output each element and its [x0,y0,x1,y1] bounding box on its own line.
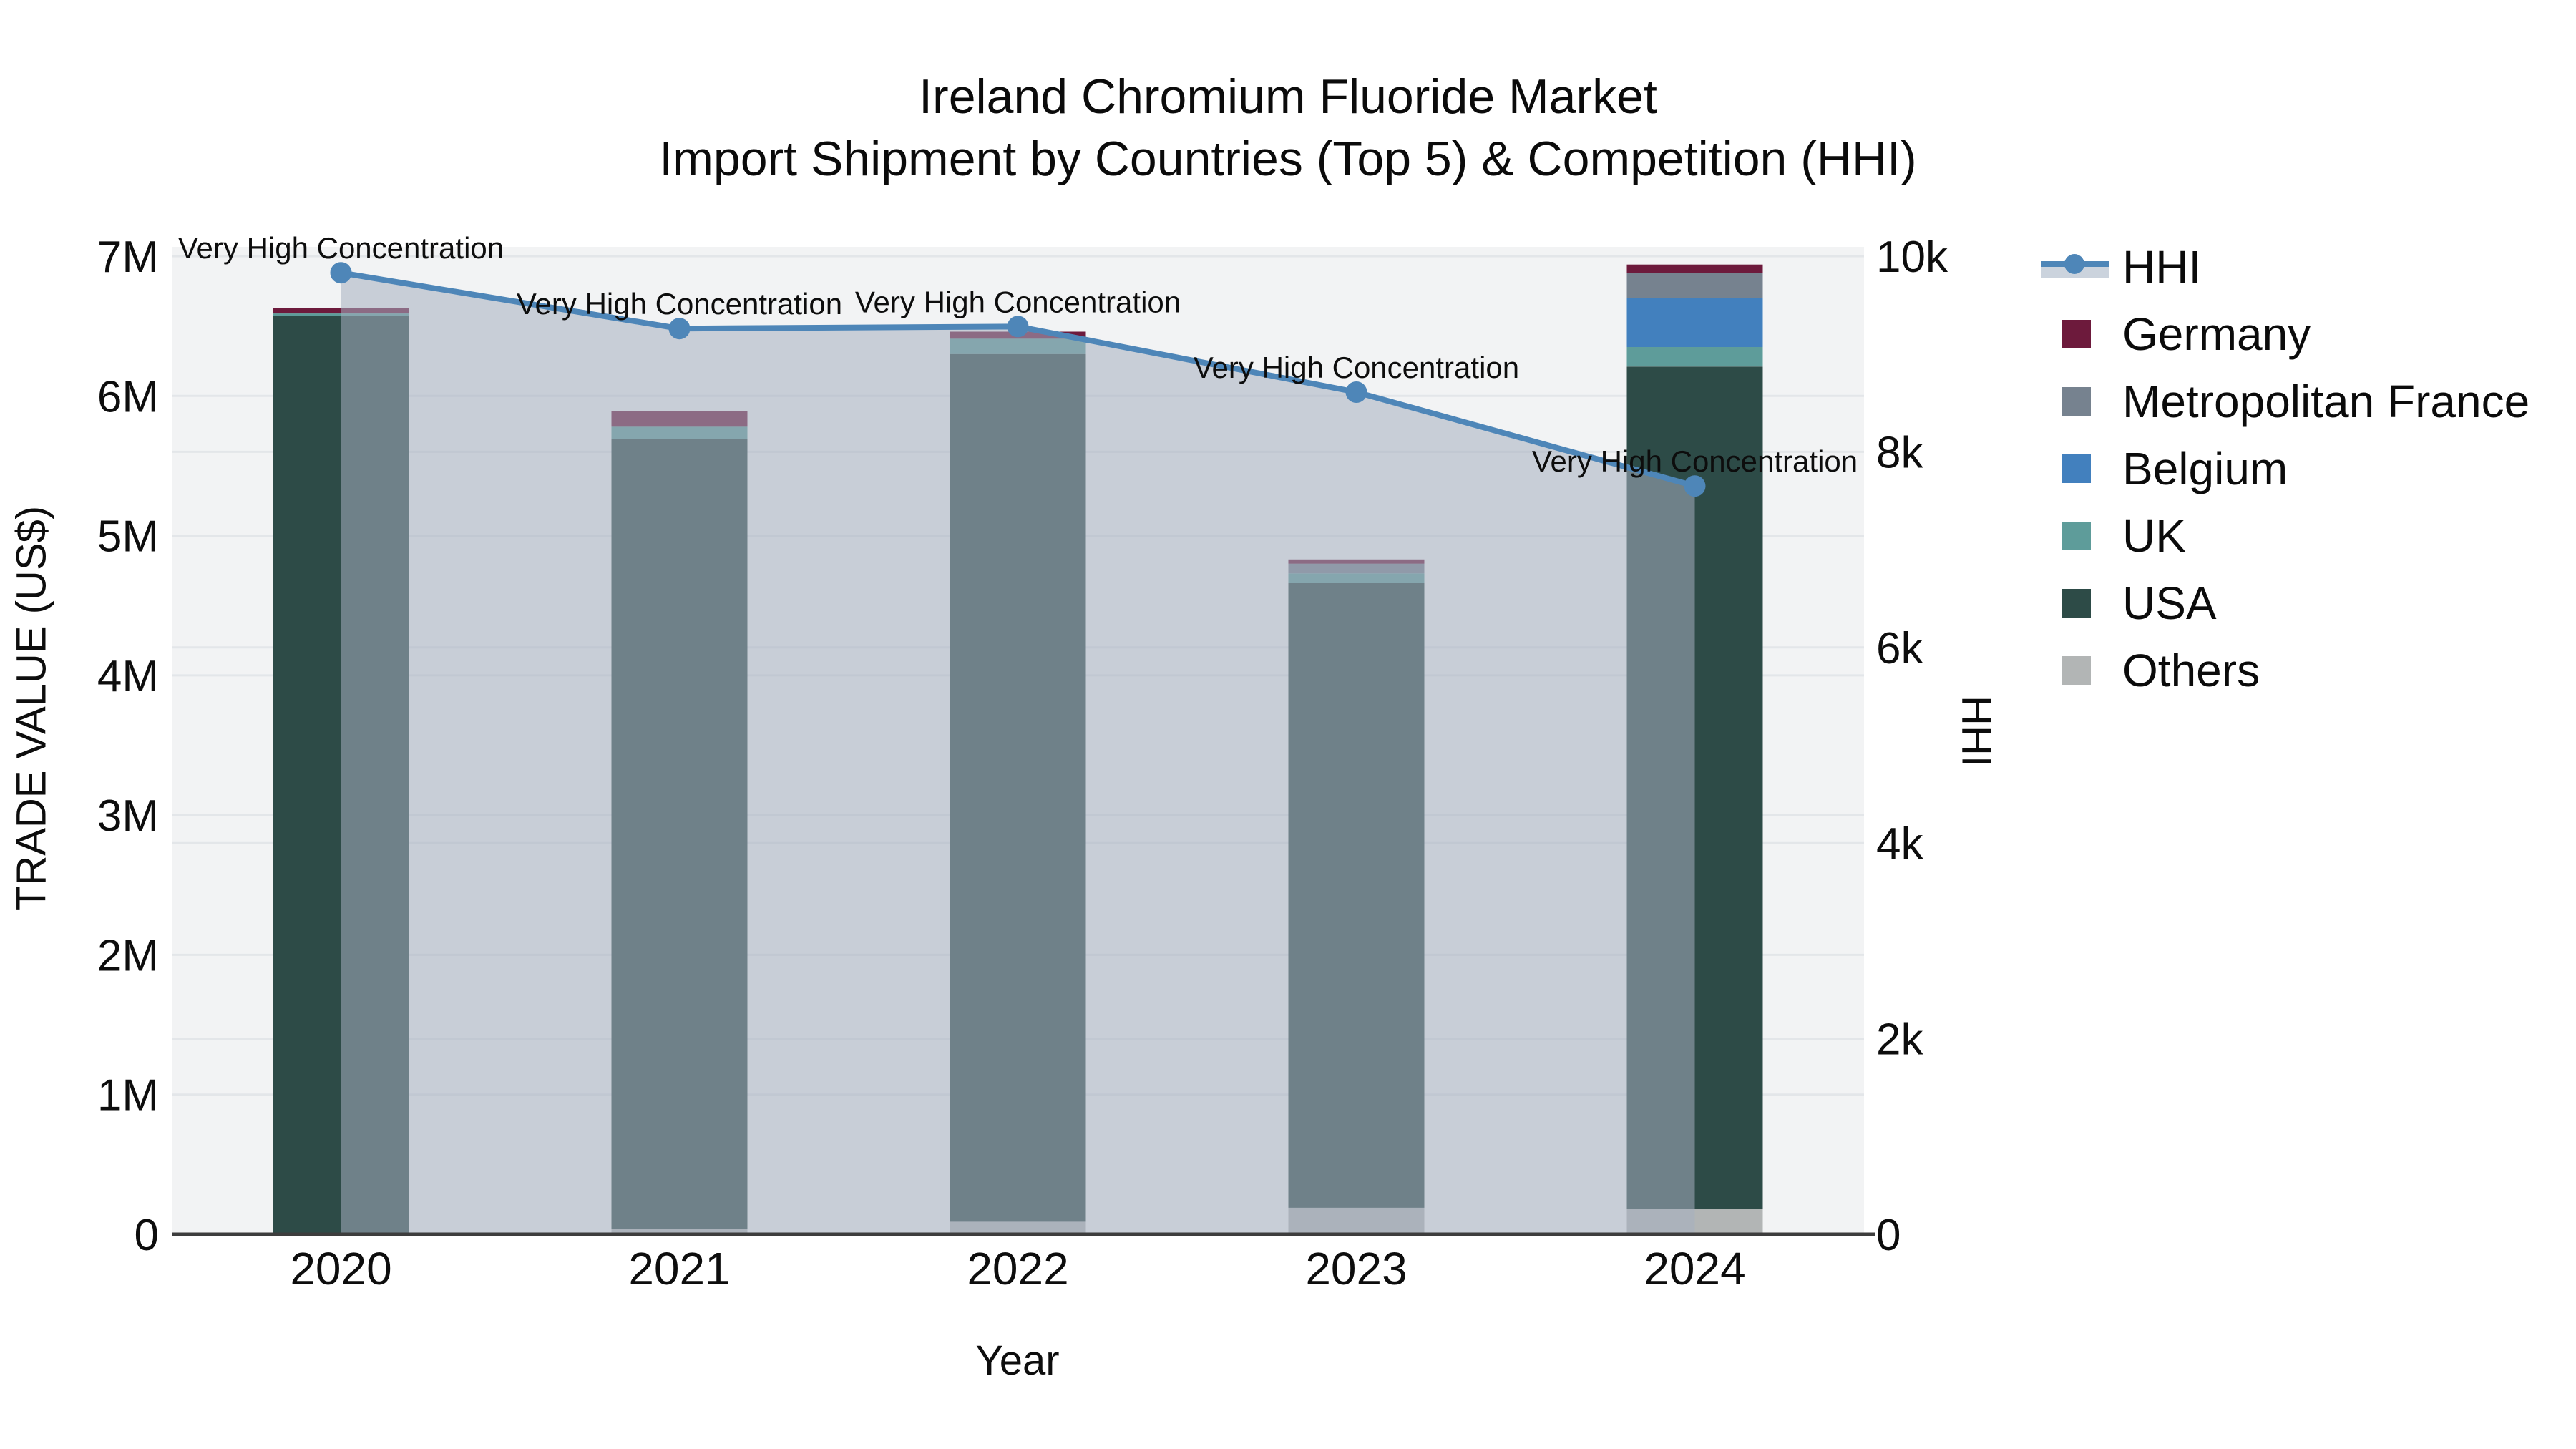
x-axis-title-year: Year [975,1337,1060,1384]
legend-item-belgium[interactable]: Belgium [2041,435,2529,502]
legend-item-uk[interactable]: UK [2041,502,2529,570]
y1-tick-label: 7M [97,233,159,282]
y2-tick-label: 6k [1876,624,1923,673]
y1-tick-label: 5M [97,512,159,562]
color-swatch-icon [2041,379,2112,424]
y-axis-title-hhi: HHI [1953,696,2000,767]
legend-item-metropolitan_france[interactable]: Metropolitan France [2041,368,2529,435]
annotation-2021: Very High Concentration [517,287,842,321]
x-tick-label-2024: 2024 [1644,1243,1745,1294]
color-swatch-icon [2041,446,2112,492]
y2-tick-label: 8k [1876,428,1923,477]
color-swatch-icon [2041,513,2112,559]
hhi-area-fill [341,273,1695,1235]
y1-tick-label: 1M [97,1071,159,1121]
legend-item-hhi[interactable]: HHI [2041,233,2529,301]
hhi-point-2023[interactable] [1345,381,1367,403]
legend-label-usa: USA [2122,577,2217,629]
bar-segment-germany-2024[interactable] [1626,264,1763,273]
chart-title-line2: Import Shipment by Countries (Top 5) & C… [659,132,1917,187]
y2-tick-label: 4k [1876,819,1923,869]
y-axis-title-trade-value: TRADE VALUE (US$) [8,505,55,912]
color-swatch-icon [2041,580,2112,626]
bar-segment-uk-2024[interactable] [1626,346,1763,367]
bar-segment-belgium-2024[interactable] [1626,298,1763,347]
bar-segment-metropolitan_france-2024[interactable] [1626,273,1763,298]
legend-item-others[interactable]: Others [2041,637,2529,704]
legend-label-uk: UK [2122,510,2186,562]
legend-label-others: Others [2122,645,2260,696]
annotation-2023: Very High Concentration [1194,351,1519,384]
legend: HHI Germany Metropolitan France Belgium UK US… [2041,233,2529,704]
legend-label-germany: Germany [2122,308,2311,360]
y1-tick-label: 0 [135,1211,159,1260]
chart-title-line1: Ireland Chromium Fluoride Market [919,69,1657,124]
y1-tick-label: 4M [97,652,159,701]
hhi-point-2024[interactable] [1684,475,1706,497]
annotation-2024: Very High Concentration [1532,444,1858,478]
x-tick-label-2020: 2020 [290,1243,391,1294]
legend-label-belgium: Belgium [2122,443,2288,494]
hhi-point-2021[interactable] [668,318,691,340]
hhi-point-2020[interactable] [330,262,352,284]
hhi-point-2022[interactable] [1007,316,1029,338]
hhi-line-swatch-icon [2041,244,2112,290]
chart-title: Ireland Chromium Fluoride Market Import … [0,66,2576,190]
y2-tick-label: 2k [1876,1015,1923,1065]
legend-item-usa[interactable]: USA [2041,570,2529,637]
annotation-2022: Very High Concentration [855,285,1181,318]
legend-label-metropolitan_france: Metropolitan France [2122,376,2530,427]
legend-label-hhi: HHI [2122,241,2202,293]
x-tick-label-2023: 2023 [1305,1243,1407,1294]
y1-tick-label: 3M [97,791,159,841]
y2-tick-label: 0 [1876,1211,1901,1260]
color-swatch-icon [2041,648,2112,693]
x-tick-label-2021: 2021 [628,1243,730,1294]
legend-item-germany[interactable]: Germany [2041,301,2529,368]
color-swatch-icon [2041,311,2112,357]
y1-tick-label: 2M [97,931,159,980]
y2-tick-label: 10k [1876,233,1948,282]
y1-tick-label: 6M [97,372,159,421]
x-tick-label-2022: 2022 [967,1243,1068,1294]
annotation-2020: Very High Concentration [178,231,504,265]
